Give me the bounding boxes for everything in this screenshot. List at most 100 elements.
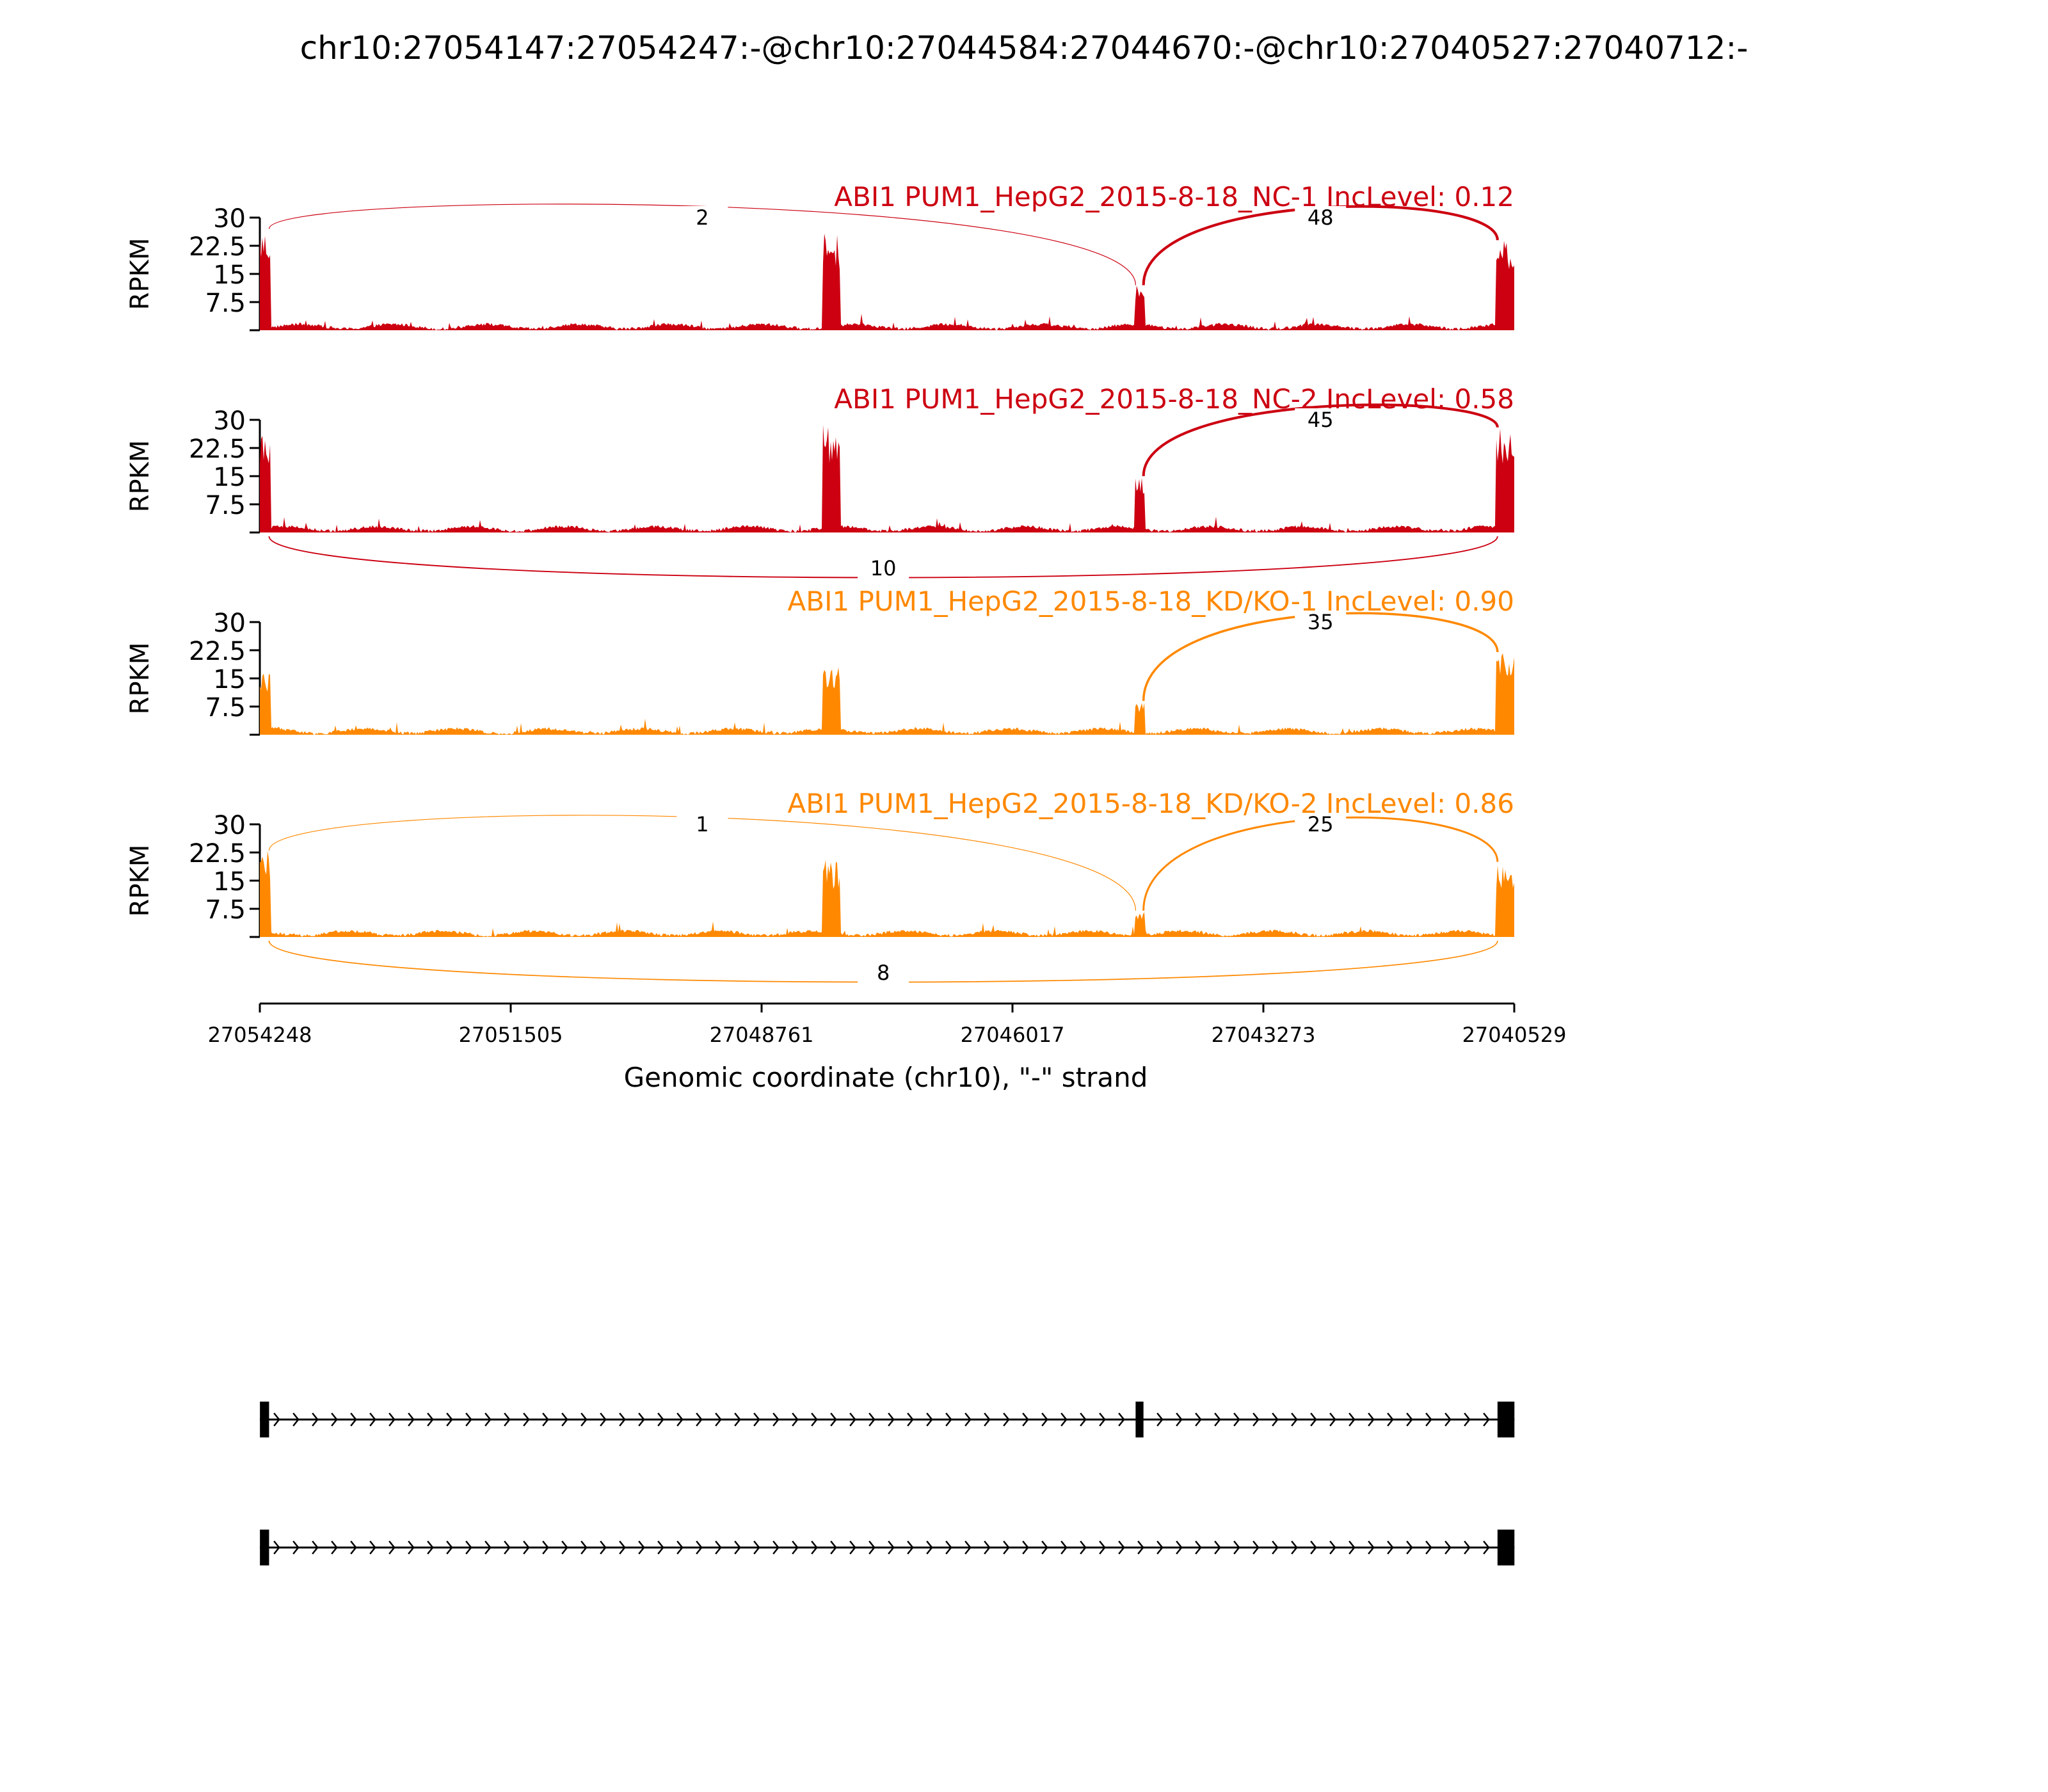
strand-chevron [1425,1540,1432,1555]
strand-chevron [1041,1540,1048,1555]
series-label: ABI1 PUM1_HepG2_2015-8-18_KD/KO-1 IncLev… [788,586,1514,617]
strand-chevron [1464,1412,1471,1427]
strand-chevron [753,1540,760,1555]
strand-chevron [849,1412,856,1427]
exon-block [1135,1402,1144,1437]
strand-chevron [868,1412,876,1427]
strand-chevron [888,1412,895,1427]
strand-chevron [964,1412,972,1427]
junction-read-count: 1 [696,812,708,836]
strand-chevron [273,1540,280,1555]
coverage-area [260,233,1514,330]
strand-chevron [984,1540,991,1555]
y-tick-label: 15 [213,260,246,290]
strand-chevron [1214,1412,1221,1427]
strand-chevron [523,1540,530,1555]
strand-chevron [1272,1412,1279,1427]
strand-chevron [753,1412,760,1427]
strand-chevron [331,1412,338,1427]
strand-chevron [888,1540,895,1555]
junction-label-bg [1295,813,1347,836]
strand-chevron [1118,1412,1125,1427]
y-tick-label: 15 [213,867,246,897]
strand-chevron [504,1412,511,1427]
strand-chevron [964,1540,972,1555]
x-tick-label: 27040529 [1462,1023,1567,1047]
strand-chevron [1003,1412,1010,1427]
strand-chevron [1368,1412,1375,1427]
strand-chevron [312,1412,319,1427]
junction-read-count: 35 [1308,610,1334,634]
coverage-area [260,653,1514,735]
strand-chevron [465,1540,472,1555]
exon-block [260,1530,269,1565]
x-tick-label: 27051505 [459,1023,563,1047]
strand-chevron [292,1412,300,1427]
strand-chevron [1176,1540,1183,1555]
strand-chevron [408,1412,415,1427]
strand-chevron [1060,1412,1068,1427]
strand-chevron [1387,1540,1394,1555]
transcript-models [260,1402,1515,1565]
y-tick-label: 22.5 [189,232,246,262]
x-tick-label: 27048761 [710,1023,814,1047]
chart-title: chr10:27054147:27054247:-@chr10:27044584… [300,29,1748,67]
strand-chevron [830,1540,837,1555]
strand-chevron [350,1412,357,1427]
junction-label-bg [1295,206,1347,229]
y-tick-label: 22.5 [189,435,246,464]
strand-chevron [388,1412,396,1427]
transcript-2 [260,1530,1515,1565]
strand-chevron [1080,1540,1087,1555]
junction-read-count: 45 [1308,408,1334,432]
strand-chevron [1272,1540,1279,1555]
strand-chevron [638,1412,645,1427]
y-tick-label: 30 [213,811,246,840]
strand-chevron [792,1412,799,1427]
strand-chevron [542,1412,549,1427]
strand-chevron [292,1540,300,1555]
strand-chevron [542,1540,549,1555]
y-tick-label: 7.5 [205,289,246,318]
strand-chevron [1156,1540,1164,1555]
strand-chevron [427,1412,434,1427]
strand-chevron [1406,1540,1413,1555]
strand-chevron [926,1540,933,1555]
strand-chevron [331,1540,338,1555]
strand-chevron [1329,1412,1336,1427]
coverage-area [260,424,1514,532]
junction-label-bg [858,557,909,580]
junction-label-bg [858,961,909,984]
strand-chevron [1022,1412,1029,1427]
x-axis: 27054248 27051505 27048761 27046017 27043273… [208,1002,1567,1047]
y-tick-label: 22.5 [189,637,246,666]
strand-chevron [408,1540,415,1555]
strand-chevron [427,1540,434,1555]
strand-chevron [1195,1540,1202,1555]
strand-chevron [523,1412,530,1427]
strand-chevron [1252,1540,1260,1555]
y-axis-label: RPKM [125,845,155,917]
x-tick-label: 27043273 [1212,1023,1316,1047]
strand-chevron [696,1412,703,1427]
strand-chevron [369,1540,376,1555]
strand-chevron [1003,1540,1010,1555]
strand-chevron [1406,1412,1413,1427]
strand-chevron [561,1412,568,1427]
strand-chevron [772,1412,780,1427]
x-tick-label: 27054248 [208,1023,312,1047]
y-tick-label: 7.5 [205,491,246,520]
transcript-1 [260,1402,1515,1437]
y-axis-label: RPKM [125,643,155,715]
y-tick-label: 30 [213,406,246,436]
strand-chevron [600,1412,607,1427]
strand-chevron [1099,1412,1106,1427]
y-tick-label: 7.5 [205,693,246,723]
strand-chevron [676,1412,684,1427]
strand-chevron [1310,1412,1317,1427]
strand-chevron [580,1540,588,1555]
junction-read-count: 2 [696,205,708,230]
